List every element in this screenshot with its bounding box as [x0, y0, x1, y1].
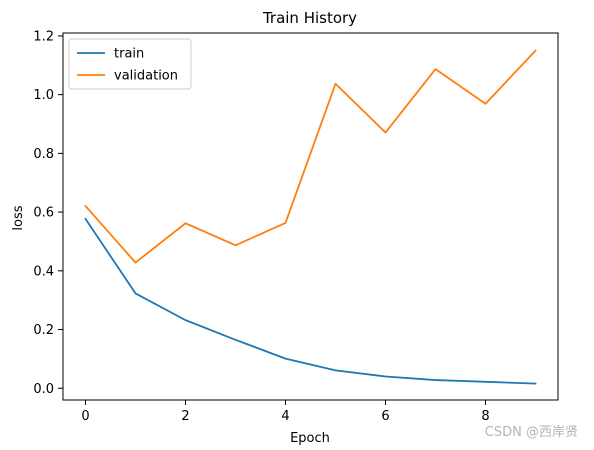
- x-tick-label: 8: [481, 409, 489, 424]
- y-tick-label: 1.2: [33, 29, 54, 44]
- y-tick-label: 0.2: [33, 323, 54, 338]
- ticks-layer: 0 2 4 6 8 0.0 0.2 0.4 0.6 0.8 1.0 1.2: [33, 29, 489, 424]
- y-tick-label: 1.0: [33, 88, 54, 103]
- x-tick-label: 4: [281, 409, 289, 424]
- x-tick-label: 0: [81, 409, 89, 424]
- x-tick-label: 2: [181, 409, 189, 424]
- y-tick-label: 0.6: [33, 206, 54, 221]
- plot-frame: [62, 32, 559, 401]
- legend-label-validation: validation: [114, 69, 178, 84]
- series-line-validation: [84, 49, 537, 264]
- x-axis-label: Epoch: [290, 431, 330, 446]
- chart-title: Train History: [262, 9, 357, 27]
- y-axis-label: loss: [11, 205, 26, 230]
- series-line-train: [84, 217, 537, 385]
- legend: train validation: [68, 38, 192, 90]
- x-tick-label: 6: [381, 409, 389, 424]
- legend-label-train: train: [114, 47, 144, 62]
- y-tick-label: 0.4: [33, 264, 54, 279]
- series-layer: [84, 49, 537, 385]
- y-tick-label: 0.8: [33, 147, 54, 162]
- y-tick-label: 0.0: [33, 382, 54, 397]
- watermark: CSDN @西岸贤: [484, 425, 578, 440]
- legend-box: [68, 38, 192, 90]
